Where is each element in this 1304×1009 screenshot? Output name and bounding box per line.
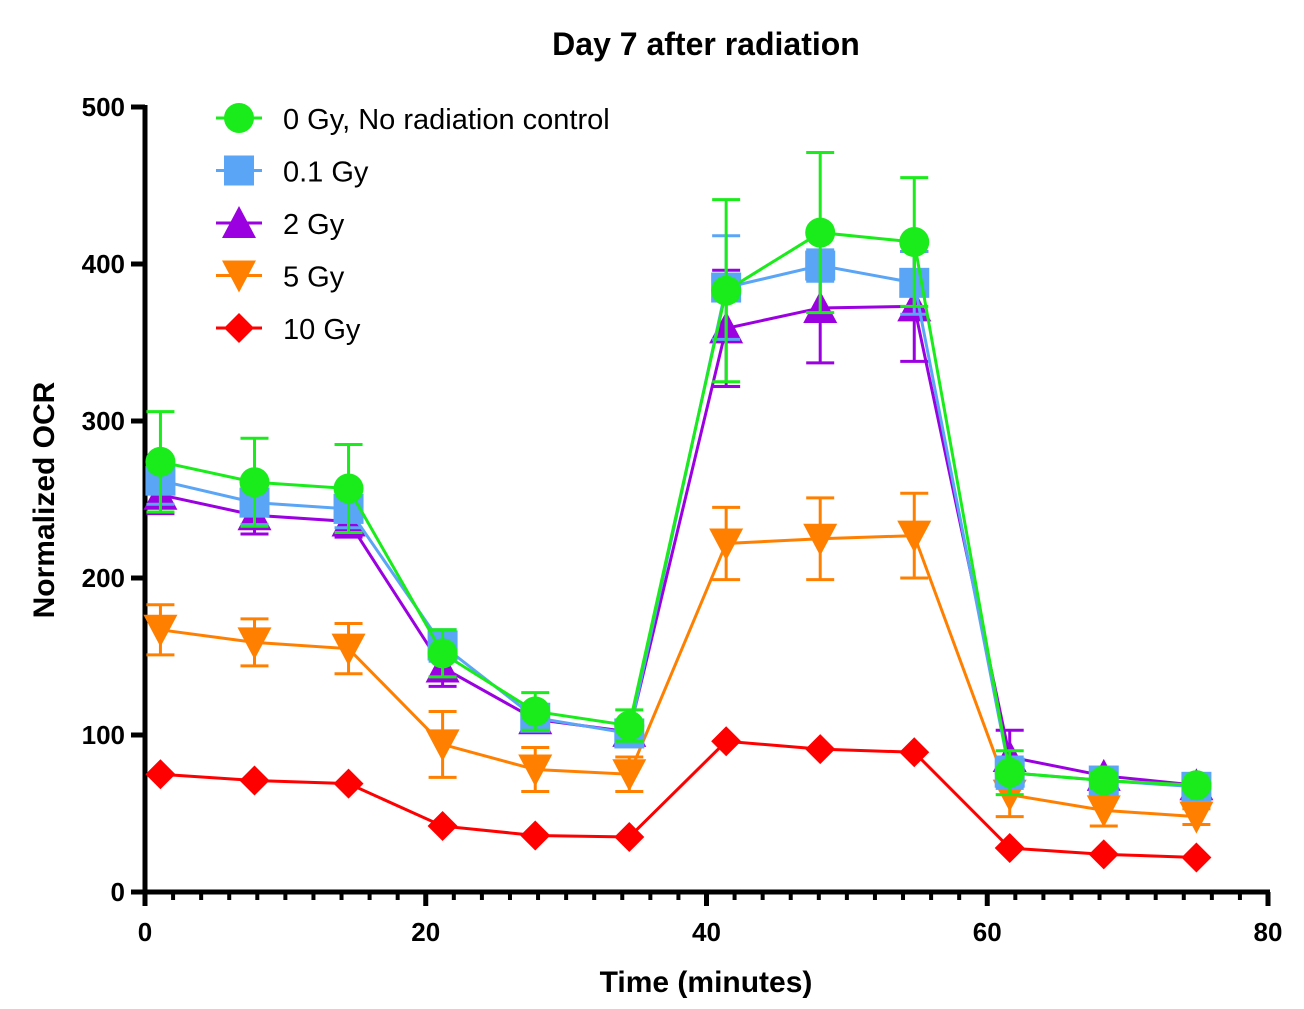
x-tick-label: 60 bbox=[973, 917, 1002, 947]
y-tick-label: 0 bbox=[111, 877, 125, 907]
y-tick-label: 300 bbox=[82, 406, 125, 436]
data-point bbox=[994, 757, 1025, 788]
data-point bbox=[331, 633, 366, 666]
legend-label: 2 Gy bbox=[283, 209, 345, 241]
series-0-gy-no-radiation-control bbox=[145, 151, 1212, 801]
legend-label: 5 Gy bbox=[283, 262, 345, 294]
data-point bbox=[612, 759, 647, 792]
legend-marker bbox=[222, 206, 256, 238]
data-point bbox=[1179, 801, 1214, 834]
data-point bbox=[145, 446, 176, 477]
data-point bbox=[614, 710, 645, 741]
data-point bbox=[520, 696, 551, 727]
series-line bbox=[160, 231, 1197, 787]
y-tick-label: 400 bbox=[82, 249, 125, 279]
data-point bbox=[803, 523, 838, 556]
legend-label: 0.1 Gy bbox=[283, 157, 369, 189]
y-axis-label: Normalized OCR bbox=[28, 381, 61, 618]
data-point bbox=[518, 754, 553, 787]
series-line bbox=[160, 739, 1197, 859]
series-5-gy bbox=[143, 491, 1214, 834]
y-tick-label: 500 bbox=[82, 92, 125, 122]
legend-item-5-gy: 5 Gy bbox=[216, 260, 345, 294]
y-tick-label: 200 bbox=[82, 563, 125, 593]
data-point bbox=[425, 729, 460, 762]
legend-item-10-gy: 10 Gy bbox=[216, 313, 361, 346]
data-point bbox=[239, 765, 270, 796]
legend-marker bbox=[224, 103, 254, 133]
data-point bbox=[427, 811, 458, 842]
data-point bbox=[520, 820, 551, 851]
plot-area: 0 20 40 60 80 0 100 200 300 400 500 bbox=[82, 92, 1283, 947]
data-point bbox=[1181, 770, 1212, 801]
series-line bbox=[160, 304, 1197, 787]
x-tick-label: 80 bbox=[1254, 917, 1283, 947]
data-point bbox=[897, 520, 932, 553]
data-point bbox=[805, 734, 836, 765]
data-point bbox=[145, 759, 176, 790]
x-axis-label: Time (minutes) bbox=[600, 966, 813, 999]
data-point bbox=[709, 528, 744, 561]
y-tick-label: 100 bbox=[82, 720, 125, 750]
legend-label: 10 Gy bbox=[283, 314, 361, 346]
legend-marker bbox=[224, 155, 254, 186]
legend-item-2-gy: 2 Gy bbox=[216, 206, 345, 241]
data-point bbox=[333, 473, 364, 504]
x-tick-label: 40 bbox=[692, 917, 721, 947]
data-point bbox=[143, 614, 178, 647]
chart-title: Day 7 after radiation bbox=[552, 26, 860, 62]
x-tick-label: 20 bbox=[411, 917, 440, 947]
series-10-gy bbox=[145, 726, 1212, 873]
data-point bbox=[1086, 795, 1121, 828]
legend-marker bbox=[222, 260, 256, 293]
data-point bbox=[614, 822, 645, 853]
data-point bbox=[1088, 839, 1119, 870]
data-point bbox=[711, 726, 742, 757]
data-point bbox=[333, 768, 364, 799]
data-point bbox=[1181, 842, 1212, 873]
legend-item-0-gy-no-radiation-control: 0 Gy, No radiation control bbox=[216, 103, 610, 136]
legend: 0 Gy, No radiation control 0.1 Gy 2 Gy 5 Gy… bbox=[216, 103, 610, 346]
data-point bbox=[899, 737, 930, 768]
x-tick-label: 0 bbox=[138, 917, 152, 947]
data-point bbox=[899, 227, 930, 258]
data-point bbox=[711, 275, 742, 306]
legend-item-0-1-gy: 0.1 Gy bbox=[216, 155, 369, 189]
legend-label: 0 Gy, No radiation control bbox=[283, 104, 610, 136]
data-point bbox=[239, 467, 270, 498]
data-point bbox=[1088, 765, 1119, 796]
data-point bbox=[427, 638, 458, 669]
data-point bbox=[994, 833, 1025, 864]
data-point bbox=[805, 217, 836, 248]
data-point bbox=[237, 627, 272, 660]
series-line bbox=[160, 534, 1197, 819]
legend-marker bbox=[224, 313, 254, 343]
